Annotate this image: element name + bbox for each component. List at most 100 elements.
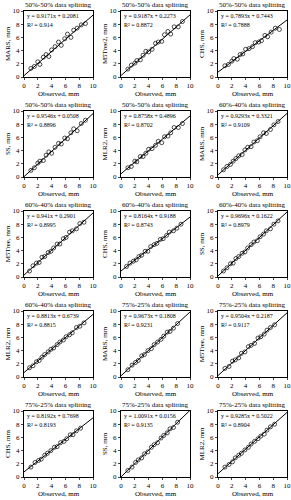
svg-text:y = 0.7893x + 0.7443: y = 0.7893x + 0.7443 — [221, 13, 273, 19]
svg-text:2: 2 — [133, 382, 137, 390]
svg-text:2: 2 — [16, 260, 20, 268]
svg-text:0: 0 — [113, 473, 117, 481]
svg-text:6: 6 — [16, 434, 20, 442]
svg-text:Observed, mm: Observed, mm — [38, 290, 80, 298]
svg-text:75%-25% data splitting: 75%-25% data splitting — [219, 401, 286, 409]
svg-text:6: 6 — [113, 334, 117, 342]
svg-text:Observed, mm: Observed, mm — [135, 90, 177, 98]
svg-text:10: 10 — [110, 107, 118, 115]
svg-text:R² = 0.8815: R² = 0.8815 — [27, 322, 56, 328]
svg-text:6: 6 — [113, 34, 117, 42]
svg-text:8: 8 — [271, 282, 275, 290]
svg-text:Observed, mm: Observed, mm — [38, 190, 80, 198]
svg-text:75%-25% data splitting: 75%-25% data splitting — [122, 301, 189, 309]
svg-text:Observed, mm: Observed, mm — [232, 490, 274, 498]
svg-text:10: 10 — [284, 282, 291, 290]
svg-text:Observed, mm: Observed, mm — [38, 490, 80, 498]
svg-text:8: 8 — [113, 221, 117, 229]
svg-text:0: 0 — [119, 282, 123, 290]
svg-text:2: 2 — [16, 460, 20, 468]
svg-text:R² = 0.7888: R² = 0.7888 — [221, 22, 250, 28]
svg-text:50%-50% data splitting: 50%-50% data splitting — [25, 1, 92, 9]
svg-text:y = 0.9171x + 0.2081: y = 0.9171x + 0.2081 — [27, 13, 79, 19]
svg-text:Observed, mm: Observed, mm — [232, 90, 274, 98]
svg-text:10: 10 — [187, 182, 195, 190]
svg-text:8: 8 — [77, 382, 81, 390]
svg-text:8: 8 — [210, 121, 214, 129]
svg-text:M5Tree2, mm: M5Tree2, mm — [101, 23, 109, 64]
svg-text:2: 2 — [210, 260, 214, 268]
svg-text:6: 6 — [258, 282, 262, 290]
svg-text:6: 6 — [161, 82, 165, 90]
svg-text:R² = 0.8979: R² = 0.8979 — [221, 222, 250, 228]
svg-text:6: 6 — [210, 134, 214, 142]
svg-text:Observed, mm: Observed, mm — [38, 390, 80, 398]
svg-text:Observed, mm: Observed, mm — [135, 490, 177, 498]
svg-text:y = 0.8192x + 0.7698: y = 0.8192x + 0.7698 — [27, 413, 79, 419]
svg-text:2: 2 — [133, 182, 137, 190]
svg-text:2: 2 — [133, 82, 137, 90]
svg-text:6: 6 — [16, 34, 20, 42]
svg-text:4: 4 — [16, 347, 20, 355]
svg-text:2: 2 — [16, 360, 20, 368]
svg-text:M5Tree, mm: M5Tree, mm — [198, 325, 206, 362]
svg-text:2: 2 — [230, 382, 234, 390]
svg-text:8: 8 — [174, 482, 178, 490]
svg-text:10: 10 — [13, 307, 21, 315]
svg-text:MARS, mm: MARS, mm — [101, 326, 109, 361]
svg-text:0: 0 — [210, 373, 214, 381]
svg-text:0: 0 — [216, 282, 220, 290]
svg-text:10: 10 — [13, 407, 21, 415]
svg-text:0: 0 — [119, 82, 123, 90]
svg-text:6: 6 — [210, 234, 214, 242]
svg-text:0: 0 — [113, 273, 117, 281]
svg-text:R² = 0.914: R² = 0.914 — [27, 22, 53, 28]
svg-text:6: 6 — [258, 482, 262, 490]
svg-text:0: 0 — [22, 282, 26, 290]
svg-text:4: 4 — [210, 247, 214, 255]
svg-text:SS, mm: SS, mm — [101, 432, 109, 455]
svg-text:6: 6 — [210, 434, 214, 442]
svg-text:6: 6 — [64, 282, 68, 290]
svg-text:2: 2 — [113, 360, 117, 368]
svg-text:2: 2 — [36, 382, 40, 390]
svg-text:R² = 0.8904: R² = 0.8904 — [221, 422, 250, 428]
svg-text:y = 0.941x + 0.2901: y = 0.941x + 0.2901 — [27, 213, 76, 219]
svg-text:60%-40% data splitting: 60%-40% data splitting — [219, 101, 286, 109]
svg-text:75%-25% data splitting: 75%-25% data splitting — [25, 401, 92, 409]
svg-text:10: 10 — [187, 482, 195, 490]
svg-text:6: 6 — [64, 482, 68, 490]
svg-text:10: 10 — [187, 382, 195, 390]
svg-text:10: 10 — [13, 7, 21, 15]
svg-text:6: 6 — [258, 182, 262, 190]
svg-text:0: 0 — [16, 73, 20, 81]
svg-text:2: 2 — [230, 82, 234, 90]
svg-text:10: 10 — [284, 382, 291, 390]
svg-text:2: 2 — [36, 82, 40, 90]
svg-text:8: 8 — [210, 421, 214, 429]
svg-text:6: 6 — [258, 82, 262, 90]
svg-text:MARS, mm: MARS, mm — [4, 26, 12, 61]
svg-text:CHS, mm: CHS, mm — [4, 429, 12, 458]
svg-text:10: 10 — [90, 182, 98, 190]
svg-text:10: 10 — [90, 282, 98, 290]
svg-text:R² = 0.9135: R² = 0.9135 — [124, 422, 153, 428]
svg-text:10: 10 — [187, 82, 195, 90]
svg-text:10: 10 — [90, 382, 98, 390]
svg-text:6: 6 — [210, 34, 214, 42]
svg-text:2: 2 — [133, 482, 137, 490]
svg-text:10: 10 — [187, 282, 195, 290]
svg-text:y = 0.8758x + 0.4896: y = 0.8758x + 0.4896 — [124, 113, 176, 119]
svg-text:0: 0 — [16, 173, 20, 181]
svg-text:0: 0 — [113, 173, 117, 181]
svg-text:8: 8 — [16, 421, 20, 429]
svg-text:6: 6 — [161, 282, 165, 290]
svg-text:8: 8 — [77, 282, 81, 290]
svg-text:0: 0 — [216, 482, 220, 490]
svg-text:0: 0 — [119, 182, 123, 190]
svg-text:y = 0.9673x + 0.1808: y = 0.9673x + 0.1808 — [124, 313, 176, 319]
svg-text:Observed, mm: Observed, mm — [232, 390, 274, 398]
svg-text:y = 0.9187x + 0.2273: y = 0.9187x + 0.2273 — [124, 13, 176, 19]
svg-text:50%-50% data splitting: 50%-50% data splitting — [122, 101, 189, 109]
svg-text:6: 6 — [16, 234, 20, 242]
